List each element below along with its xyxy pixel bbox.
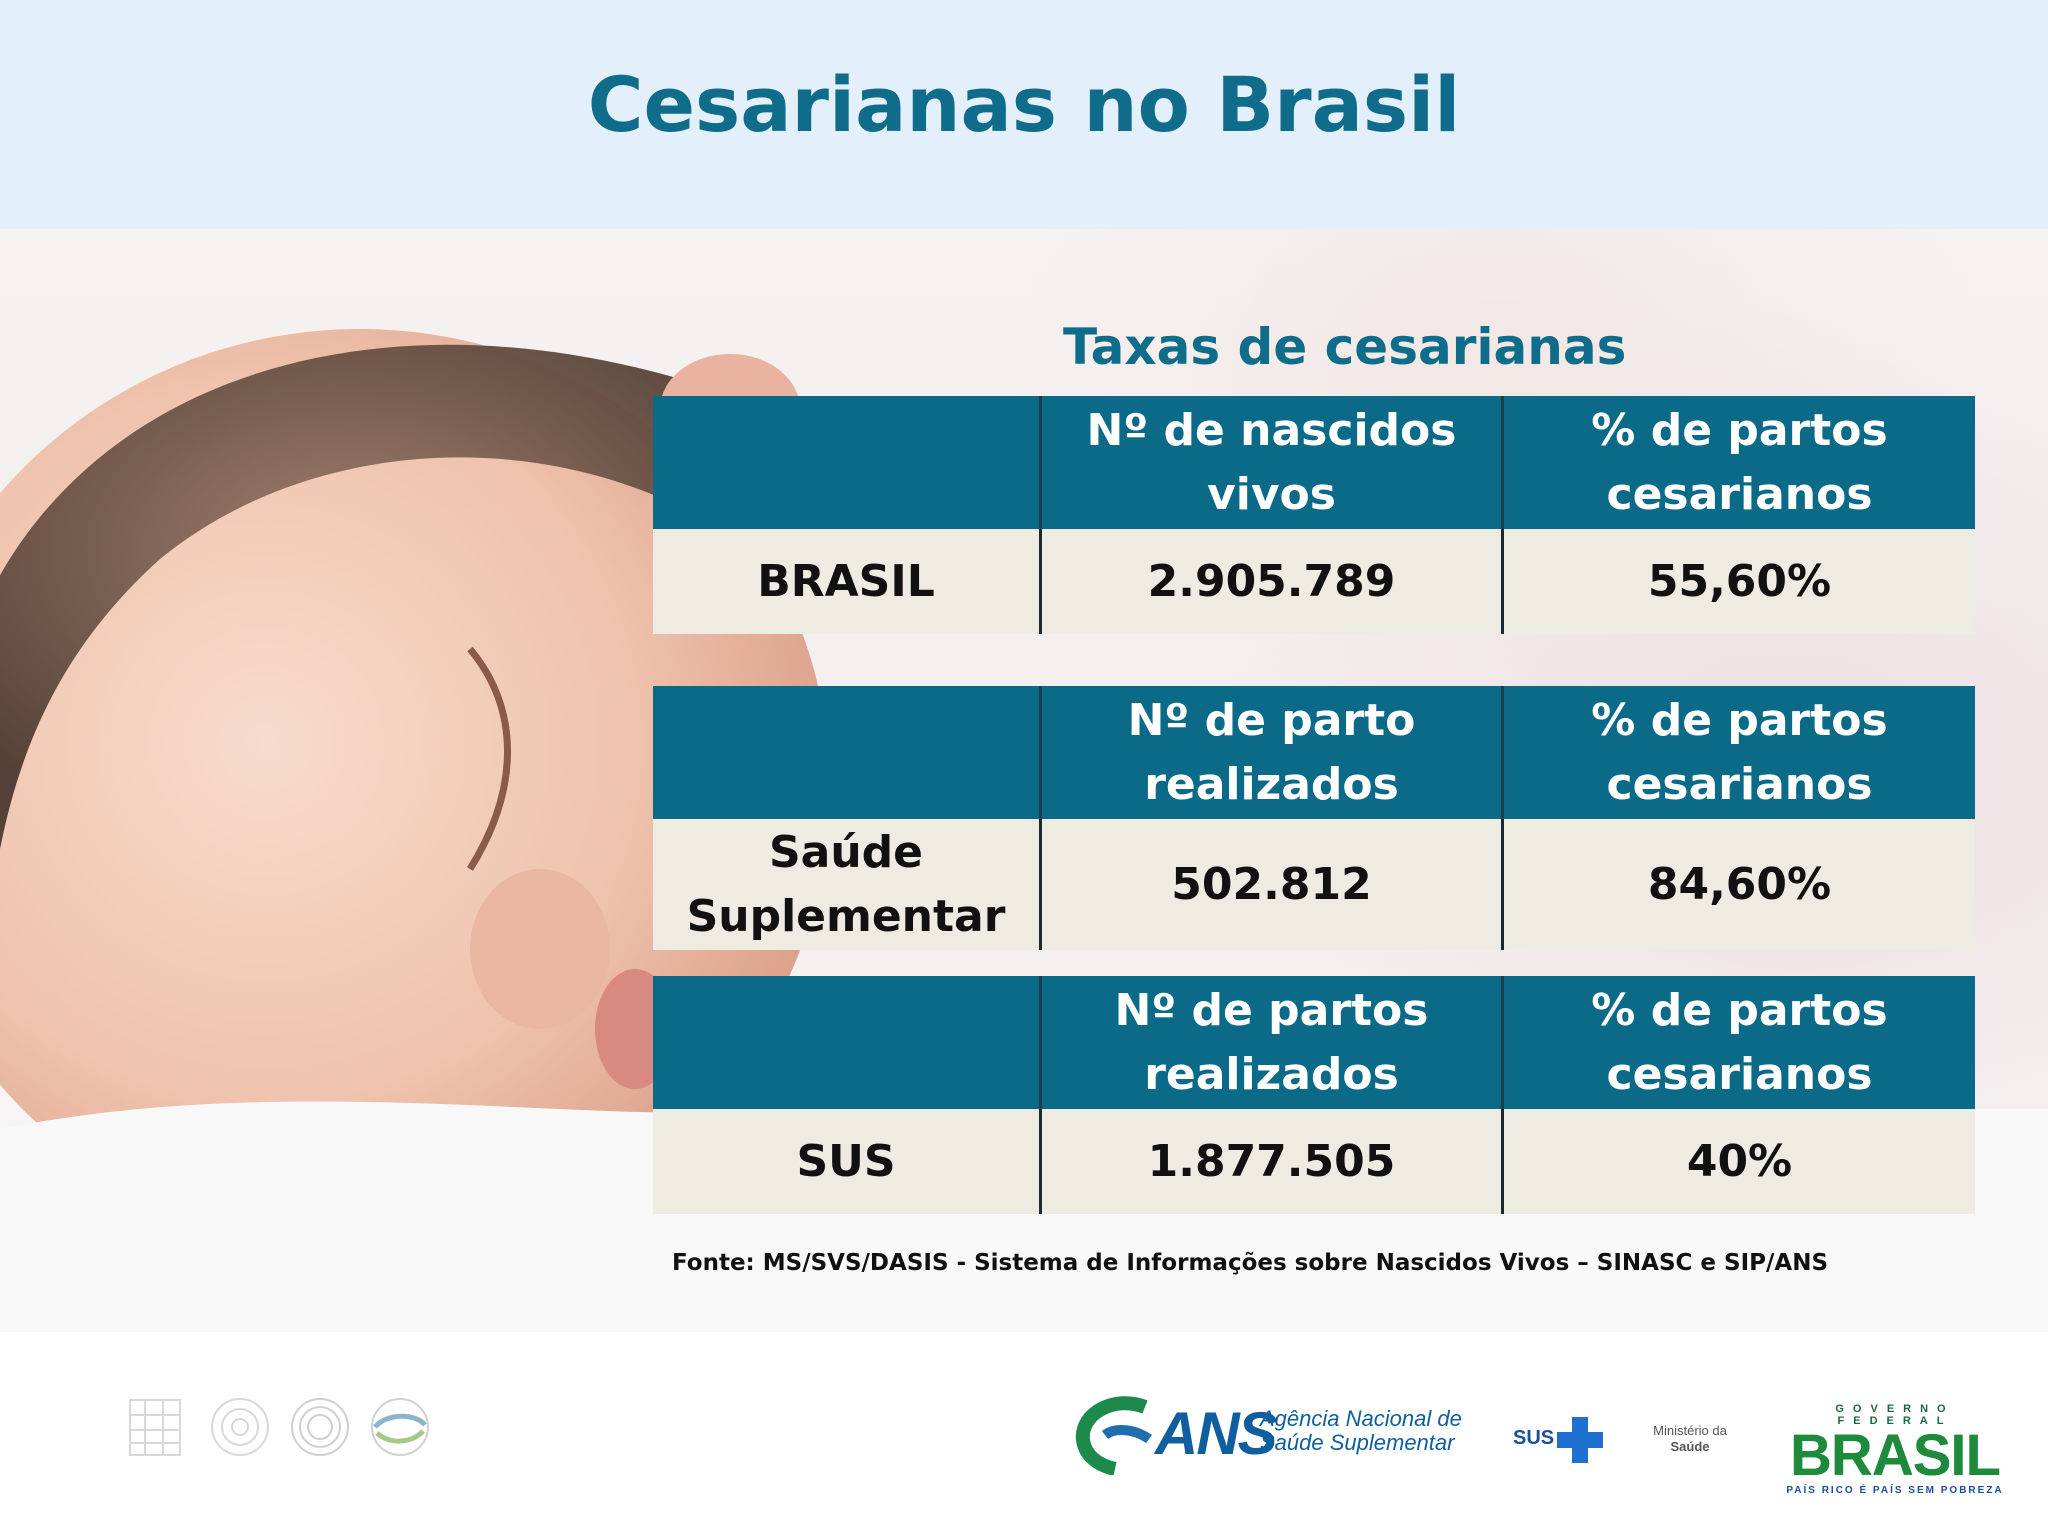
page-title: Cesarianas no Brasil <box>587 60 1461 149</box>
table-header-row: Nº de partos realizados % de partos cesa… <box>653 976 1975 1109</box>
sus-cross-icon <box>1557 1417 1603 1463</box>
table-row: Saúde Suplementar 502.812 84,60% <box>653 819 1975 950</box>
row-percent: 55,60% <box>1501 529 1975 634</box>
section-subtitle: Taxas de cesarianas <box>1063 318 1627 376</box>
table-saude-suplementar: Nº de parto realizados % de partos cesar… <box>653 686 1975 950</box>
ministerio-line2: Saúde <box>1670 1439 1710 1454</box>
ans-name-line1: Agência Nacional de <box>1260 1406 1462 1431</box>
table-row: BRASIL 2.905.789 55,60% <box>653 529 1975 634</box>
row-percent: 40% <box>1501 1109 1975 1214</box>
header-percent-cell: % de partos cesarianos <box>1501 396 1975 529</box>
ans-acronym: ANS <box>1155 1400 1278 1467</box>
gov-bottom-text: PAÍS RICO É PAÍS SEM POBREZA <box>1786 1485 2004 1496</box>
ans-mark-icon <box>1075 1396 1152 1475</box>
header-band <box>0 0 2048 229</box>
table-sus: Nº de partos realizados % de partos cesa… <box>653 976 1975 1214</box>
row-label: SUS <box>796 1135 896 1187</box>
header-count-cell: Nº de parto realizados <box>1039 686 1501 819</box>
header-empty-cell <box>653 976 1039 1109</box>
row-count: 1.877.505 <box>1039 1109 1501 1214</box>
row-label: BRASIL <box>757 555 935 607</box>
grid-square-icon <box>129 1399 181 1456</box>
globe-icon <box>371 1398 429 1456</box>
header-count-cell: Nº de partos realizados <box>1039 976 1501 1109</box>
gov-main-text: BRASIL <box>1780 1427 2010 1485</box>
ans-logo: ANS Agência Nacional de Saúde Suplementa… <box>1075 1395 1465 1475</box>
table-header-row: Nº de parto realizados % de partos cesar… <box>653 686 1975 819</box>
table-brasil: Nº de nascidos vivos % de partos cesaria… <box>653 396 1975 634</box>
ministerio-saude-logo: Ministério da Saúde <box>1640 1423 1740 1455</box>
header-percent-cell: % de partos cesarianos <box>1501 686 1975 819</box>
header-empty-cell <box>653 396 1039 529</box>
circles-icon <box>211 1398 269 1456</box>
governo-federal-logo: GOVERNO FEDERAL BRASIL PAÍS RICO É PAÍS … <box>1780 1403 2010 1496</box>
header-percent-cell: % de partos cesarianos <box>1501 976 1975 1109</box>
source-note: Fonte: MS/SVS/DASIS - Sistema de Informa… <box>672 1250 1829 1276</box>
row-label: Saúde Suplementar <box>686 826 1006 942</box>
row-count: 502.812 <box>1039 819 1501 950</box>
ans-name-line2: Saúde Suplementar <box>1260 1430 1455 1455</box>
sus-text: SUS <box>1513 1427 1555 1449</box>
table-row: SUS 1.877.505 40% <box>653 1109 1975 1214</box>
header-count-cell: Nº de nascidos vivos <box>1039 396 1501 529</box>
row-percent: 84,60% <box>1501 819 1975 950</box>
table-header-row: Nº de nascidos vivos % de partos cesaria… <box>653 396 1975 529</box>
header-empty-cell <box>653 686 1039 819</box>
row-count: 2.905.789 <box>1039 529 1501 634</box>
footer-decor-icons <box>129 1398 429 1456</box>
ministerio-line1: Ministério da <box>1653 1423 1727 1438</box>
gov-top-text: GOVERNO FEDERAL <box>1835 1403 1955 1427</box>
rings-icon <box>291 1398 349 1456</box>
ans-name: Agência Nacional de Saúde Suplementar <box>1260 1407 1462 1455</box>
